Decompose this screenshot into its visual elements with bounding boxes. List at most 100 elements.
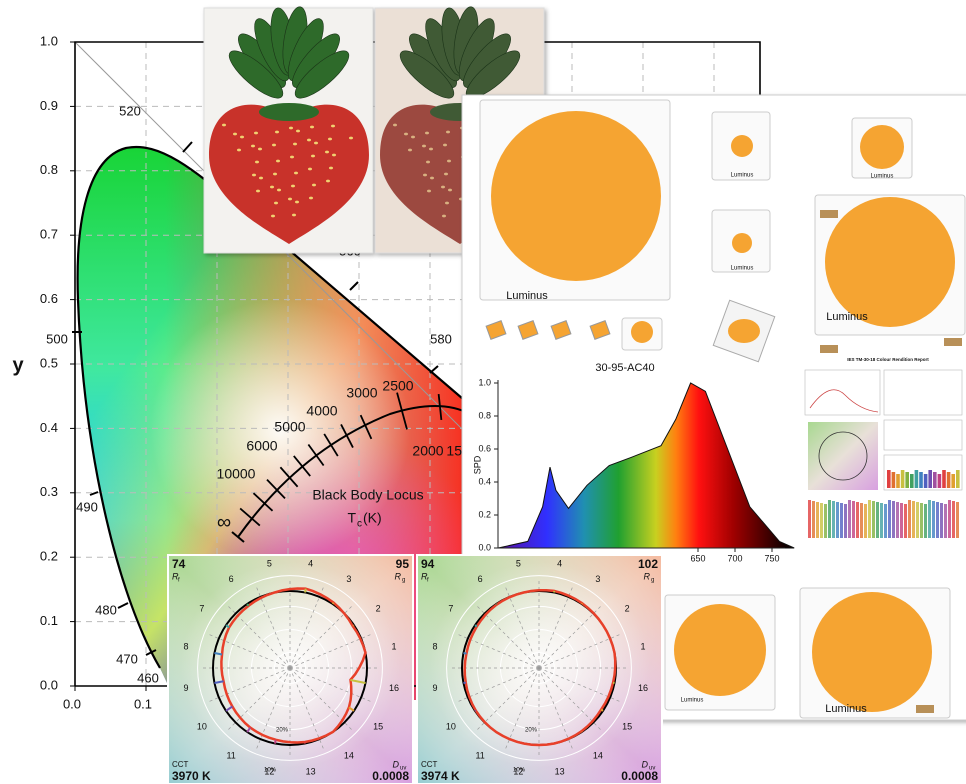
y-tick-label: 0.7	[40, 227, 58, 242]
seed	[310, 125, 314, 129]
seed	[276, 159, 280, 163]
vg-arrow	[225, 624, 230, 629]
hue-bin-label: 6	[478, 574, 483, 584]
cct-caption: CCT	[421, 760, 438, 769]
report-bar	[952, 501, 955, 538]
seed	[290, 155, 294, 159]
vg-border	[416, 554, 663, 784]
seed	[296, 129, 300, 133]
hue-bin-label: 4	[557, 558, 562, 568]
seed	[312, 183, 316, 187]
report-title: IES TM-30-18 Colour Rendition Report	[847, 357, 929, 362]
spd-y-tick-label: 1.0	[478, 377, 491, 387]
report-bar	[896, 502, 899, 538]
report-bar	[820, 503, 823, 538]
leaf	[399, 50, 455, 99]
report-bar	[923, 474, 928, 488]
vg-arrow	[246, 726, 252, 733]
hue-bin-label: 14	[593, 751, 603, 761]
cct-tick	[323, 433, 339, 457]
y-tick-label: 0.2	[40, 549, 58, 564]
locus-symbol: T	[347, 510, 356, 526]
seed	[259, 176, 263, 180]
y-tick-label: 0.6	[40, 291, 58, 306]
vg-ring	[446, 575, 632, 761]
cct-label: 10000	[217, 466, 256, 482]
seed	[309, 196, 313, 200]
cct-value: 3974 K	[421, 769, 460, 783]
hue-bin-label: 12	[264, 766, 274, 776]
led-emitter	[631, 321, 653, 343]
seed	[429, 147, 433, 151]
seed	[288, 197, 292, 201]
brand-label: Luminus	[506, 290, 548, 302]
pad	[944, 338, 962, 346]
cct-tick	[279, 466, 299, 488]
vg-spoke	[504, 667, 540, 750]
brand-label: Luminus	[731, 173, 754, 179]
report-curve	[809, 389, 879, 413]
report-bar	[880, 503, 883, 538]
seed	[237, 148, 241, 152]
hue-bin-label: 12	[513, 766, 523, 776]
vg-arrow	[225, 705, 233, 712]
axis-label: y	[12, 354, 24, 376]
x-tick-label: 0.1	[134, 696, 152, 711]
vg-spoke	[289, 667, 325, 750]
report-panel	[883, 369, 963, 416]
y-tick-label: 0.3	[40, 484, 58, 499]
rg-subscript: g	[651, 578, 654, 584]
vg-spoke	[538, 667, 621, 703]
vg-spoke	[289, 586, 325, 669]
report-bar	[912, 501, 915, 538]
report-bar	[951, 474, 955, 488]
vg-test	[220, 587, 367, 744]
spd-curve	[498, 382, 795, 549]
seed	[442, 214, 446, 218]
locus-subscript: c	[357, 519, 362, 530]
report-bar	[860, 503, 863, 538]
seed	[258, 147, 262, 151]
spd-x-tick-label: 700	[727, 553, 742, 563]
vg-spoke	[504, 586, 540, 669]
report-bar	[908, 500, 911, 538]
seed	[326, 179, 330, 183]
vg-arrow	[474, 624, 478, 628]
y-tick-label: 0.9	[40, 98, 58, 113]
brand-label: Luminus	[825, 703, 867, 715]
spd-y-tick-label: 0.2	[478, 509, 491, 519]
report-bar	[916, 502, 919, 538]
seed	[393, 123, 397, 127]
rg-symbol: R	[644, 571, 651, 581]
seed	[308, 167, 312, 171]
locus-tick	[117, 602, 129, 609]
duv-symbol: D	[642, 759, 649, 769]
vg-arrow	[352, 624, 355, 627]
report-bar	[891, 472, 896, 488]
seed	[447, 159, 451, 163]
vg-arrow	[600, 708, 604, 712]
spd-title: 30-95-AC40	[595, 362, 654, 374]
spd-y-label: SPD	[472, 455, 482, 474]
calyx	[259, 103, 319, 121]
locus-tick	[429, 365, 439, 374]
seed	[295, 200, 299, 204]
report-bar	[956, 502, 959, 538]
vg-arrow	[463, 651, 467, 655]
hue-bin-label: 2	[376, 603, 381, 613]
cct-tick	[437, 393, 443, 421]
vg-spoke	[289, 667, 372, 703]
cct-value: 3970 K	[172, 769, 211, 783]
led-emitter	[825, 197, 955, 327]
seed	[293, 142, 297, 146]
report-bar	[808, 500, 811, 538]
wavelength-label: 580	[430, 331, 452, 346]
seed	[251, 144, 255, 148]
cct-tick	[266, 479, 286, 499]
cct-label: 6000	[246, 438, 277, 454]
vg-test	[463, 588, 617, 747]
report-bar	[884, 504, 887, 538]
